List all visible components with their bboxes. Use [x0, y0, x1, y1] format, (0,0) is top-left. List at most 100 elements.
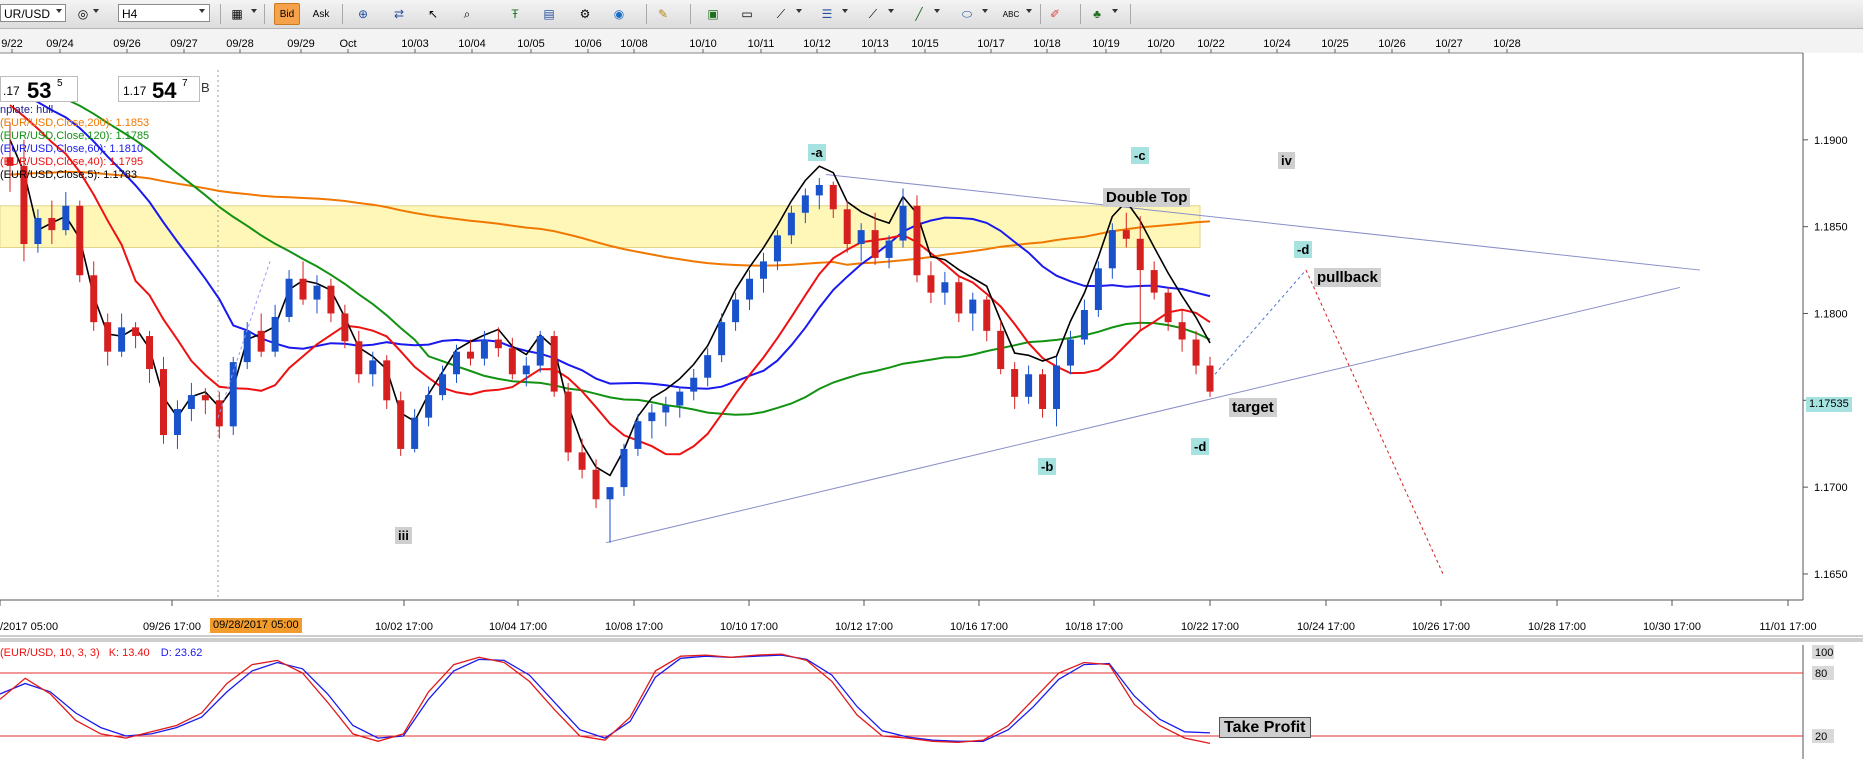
ask-button[interactable]: Ask: [312, 8, 330, 20]
toolbar-separator: [342, 4, 343, 24]
ruler-icon[interactable]: ✎: [657, 7, 669, 21]
pullback-label[interactable]: pullback: [1314, 268, 1381, 287]
crosshair-icon[interactable]: ⊕: [357, 7, 369, 21]
date-tick-label: 09/28: [226, 38, 254, 50]
wave-a-label[interactable]: -a: [808, 144, 826, 161]
fib-icon[interactable]: ⟋: [868, 6, 878, 21]
candle-body: [383, 360, 391, 401]
trendline-icon[interactable]: ⟋: [776, 6, 786, 21]
line-icon[interactable]: ╱: [915, 7, 923, 21]
stochastic-tick-bg: [1812, 729, 1834, 743]
date-tick-label: 10/20: [1147, 38, 1175, 50]
candle-body: [62, 205, 70, 231]
chevron-down-icon[interactable]: [842, 9, 848, 13]
scroll-icon[interactable]: ⇄: [393, 7, 405, 21]
candle-body: [187, 395, 195, 409]
stochastic-d-line: [0, 654, 1211, 742]
wave-b-label[interactable]: -b: [1038, 458, 1057, 475]
chevron-down-icon[interactable]: [251, 9, 257, 13]
ma200-legend[interactable]: (EUR/USD,Close,200): 1.1853: [0, 117, 150, 129]
chevron-down-icon[interactable]: [888, 9, 894, 13]
target-label[interactable]: target: [1229, 398, 1277, 417]
chevron-down-icon[interactable]: [982, 9, 988, 13]
cursor-icon[interactable]: ↖: [427, 7, 439, 21]
stochastic-name: (EUR/USD, 10, 3, 3): [0, 647, 100, 659]
time-tick-label: 10/26 17:00: [1412, 621, 1470, 633]
candle-body: [508, 348, 516, 375]
symbol-select[interactable]: UR/USD: [0, 4, 66, 22]
chevron-down-icon[interactable]: [1026, 9, 1032, 13]
time-tick-label: 10/04 17:00: [489, 621, 547, 633]
chevron-down-icon[interactable]: [796, 9, 802, 13]
stochastic-d: D: 23.62: [160, 647, 203, 659]
indicator-icon[interactable]: ▤: [543, 7, 555, 21]
chevron-down-icon[interactable]: [934, 9, 940, 13]
candle-body: [648, 412, 656, 422]
template-icon[interactable]: Ŧ: [511, 7, 519, 21]
candle-body: [466, 351, 474, 359]
ma40-legend[interactable]: (EUR/USD,Close,40): 1.1795: [0, 156, 144, 168]
globe-icon[interactable]: ◉: [613, 7, 625, 21]
double-top-label[interactable]: Double Top: [1103, 188, 1191, 207]
chevron-down-icon[interactable]: [93, 9, 99, 13]
candle-body: [522, 365, 530, 375]
candle-body: [829, 184, 837, 210]
candle-body: [215, 400, 223, 427]
eraser-icon[interactable]: ✐: [1049, 7, 1061, 21]
candle-body: [313, 285, 321, 300]
text-abc-icon[interactable]: ABC: [1002, 9, 1020, 19]
glasses-icon[interactable]: ◎: [77, 7, 89, 21]
window-icon[interactable]: ▭: [741, 7, 753, 21]
candle-body: [927, 275, 935, 293]
price-tick-label: 1.1700: [1814, 482, 1848, 494]
bid-quote[interactable]: .17 53 5: [0, 76, 78, 103]
wave-iv-label[interactable]: iv: [1278, 152, 1295, 169]
ma120-legend[interactable]: (EUR/USD,Close,120): 1.1785: [0, 130, 150, 142]
toolbar-separator: [264, 4, 265, 24]
ellipse-icon[interactable]: ⬭: [961, 6, 973, 21]
ask-quote[interactable]: 1.17 54 7: [118, 76, 200, 103]
timeframe-select[interactable]: H4: [118, 4, 210, 22]
symbol-dropdown-icon[interactable]: [56, 9, 62, 13]
zoom-icon[interactable]: ⌕: [463, 6, 471, 21]
picture-icon[interactable]: ▣: [707, 7, 719, 21]
date-tick-label: 10/28: [1493, 38, 1521, 50]
candle-body: [536, 336, 544, 366]
candle-body: [1206, 365, 1214, 392]
candle-body: [983, 299, 991, 331]
candle-body: [494, 339, 502, 349]
bid-big-figure: 53: [27, 78, 52, 103]
hline-icon[interactable]: ☰: [821, 7, 833, 21]
candle-body: [425, 395, 433, 418]
wave-d-lower-label[interactable]: -d: [1191, 438, 1210, 455]
price-tick-label: 1.1900: [1814, 135, 1848, 147]
wave-c-label[interactable]: -c: [1131, 147, 1149, 164]
settings-icon[interactable]: ⚙: [579, 7, 591, 21]
chevron-down-icon[interactable]: [1112, 9, 1118, 13]
objects-icon[interactable]: ♣: [1093, 7, 1101, 21]
bid-button[interactable]: Bid: [274, 3, 300, 25]
candle-body: [1025, 374, 1033, 397]
take-profit-label[interactable]: Take Profit: [1219, 717, 1311, 738]
wave-iii-label[interactable]: iii: [395, 527, 412, 544]
buy-tag[interactable]: B: [201, 80, 210, 95]
wave-d-upper-label[interactable]: -d: [1294, 241, 1313, 258]
candle-body: [913, 205, 921, 276]
candle-body: [327, 285, 335, 314]
chart-style-icon[interactable]: ▦: [231, 7, 243, 21]
toolbar: UR/USD ◎ H4 ▦ Bid Ask ⊕ ⇄ ↖ ⌕ Ŧ ▤ ⚙ ◉ ✎ …: [0, 0, 1863, 29]
resistance-trendline: [825, 174, 1701, 271]
candle-body: [606, 487, 614, 500]
candle-body: [132, 327, 140, 337]
ma60-legend[interactable]: (EUR/USD,Close,60): 1.1810: [0, 143, 144, 155]
candle-body: [759, 261, 767, 279]
candle-body: [1164, 292, 1172, 323]
candle-body: [341, 313, 349, 342]
ma5-legend[interactable]: (EUR/USD,Close,5): 1.1783: [0, 169, 137, 181]
candle-body: [201, 395, 209, 401]
timeframe-dropdown-icon[interactable]: [199, 9, 205, 13]
candle-body: [955, 282, 963, 314]
toolbar-separator: [690, 4, 691, 24]
candle-body: [564, 391, 572, 453]
